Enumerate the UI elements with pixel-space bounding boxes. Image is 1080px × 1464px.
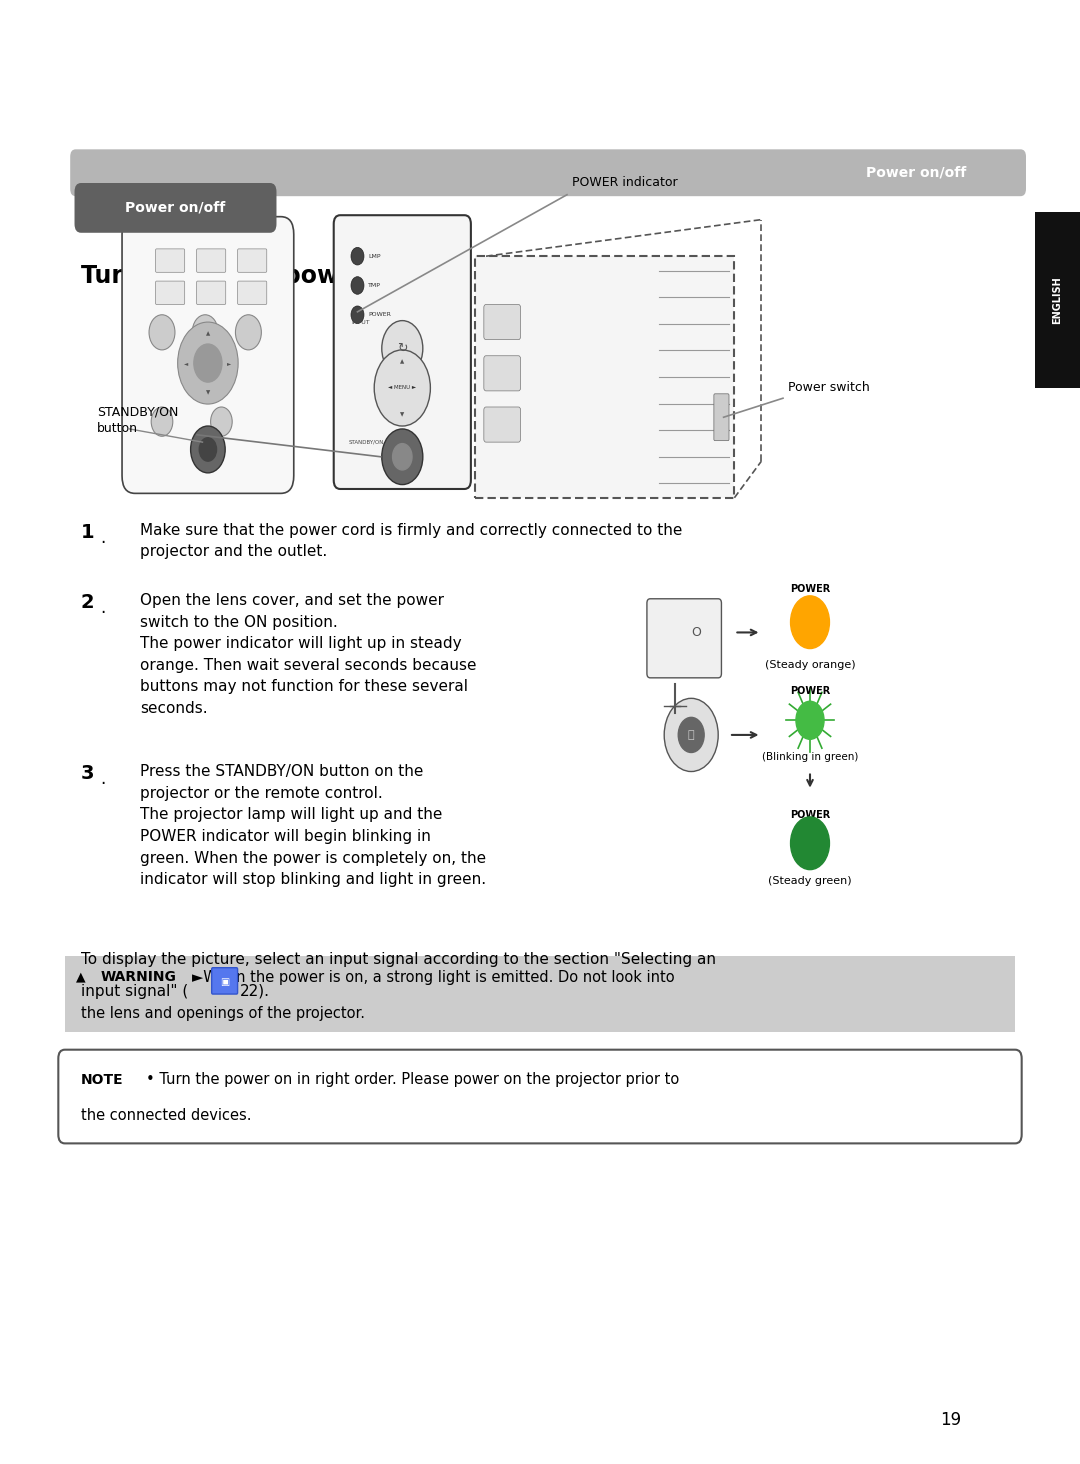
FancyBboxPatch shape <box>714 394 729 441</box>
FancyBboxPatch shape <box>484 356 521 391</box>
Text: (Steady green): (Steady green) <box>768 877 852 886</box>
Text: 2: 2 <box>81 593 95 612</box>
Circle shape <box>375 350 430 426</box>
Circle shape <box>151 407 173 436</box>
Text: Power on/off: Power on/off <box>125 201 226 215</box>
Circle shape <box>177 322 239 404</box>
FancyBboxPatch shape <box>197 249 226 272</box>
Text: Press the STANDBY/ON button on the
projector or the remote control.
The projecto: Press the STANDBY/ON button on the proje… <box>140 764 486 887</box>
Circle shape <box>796 701 824 739</box>
Text: .: . <box>100 599 106 616</box>
Text: STANDBY/ON: STANDBY/ON <box>349 439 384 445</box>
Text: ◄ MENU ►: ◄ MENU ► <box>388 385 417 391</box>
Text: Open the lens cover, and set the power
switch to the ON position.
The power indi: Open the lens cover, and set the power s… <box>140 593 477 716</box>
Circle shape <box>191 426 226 473</box>
Circle shape <box>791 596 829 649</box>
Circle shape <box>351 306 364 324</box>
Text: ⏻: ⏻ <box>688 731 694 739</box>
Text: Power on/off: Power on/off <box>866 165 967 180</box>
Text: Power switch: Power switch <box>788 382 870 394</box>
Circle shape <box>235 315 261 350</box>
Text: POWER: POWER <box>368 312 391 318</box>
FancyBboxPatch shape <box>197 281 226 305</box>
Text: TMP: TMP <box>368 283 381 288</box>
Text: ▼: ▼ <box>401 411 404 417</box>
FancyBboxPatch shape <box>70 149 1026 196</box>
Text: NOTE: NOTE <box>81 1073 123 1086</box>
Circle shape <box>678 717 704 752</box>
FancyBboxPatch shape <box>212 968 238 994</box>
FancyBboxPatch shape <box>334 215 471 489</box>
Text: ►When the power is on, a strong light is emitted. Do not look into: ►When the power is on, a strong light is… <box>192 969 675 985</box>
Circle shape <box>791 817 829 870</box>
FancyBboxPatch shape <box>58 1050 1022 1143</box>
FancyBboxPatch shape <box>122 217 294 493</box>
Text: the connected devices.: the connected devices. <box>81 1108 252 1123</box>
Circle shape <box>382 321 423 376</box>
Text: 22).: 22). <box>240 984 270 998</box>
Text: 3: 3 <box>81 764 95 783</box>
Text: LMP: LMP <box>368 253 381 259</box>
FancyBboxPatch shape <box>238 281 267 305</box>
Text: Make sure that the power cord is firmly and correctly connected to the
projector: Make sure that the power cord is firmly … <box>140 523 683 559</box>
Text: ▲: ▲ <box>206 331 210 337</box>
Circle shape <box>149 315 175 350</box>
FancyBboxPatch shape <box>238 249 267 272</box>
Text: the lens and openings of the projector.: the lens and openings of the projector. <box>81 1006 365 1020</box>
FancyBboxPatch shape <box>484 407 521 442</box>
Text: ↻: ↻ <box>397 343 407 354</box>
Text: ENGLISH: ENGLISH <box>1052 277 1063 324</box>
Text: POWER: POWER <box>789 811 831 820</box>
Text: ▼: ▼ <box>206 389 210 395</box>
FancyBboxPatch shape <box>75 183 276 233</box>
FancyBboxPatch shape <box>156 249 185 272</box>
Text: .: . <box>100 529 106 546</box>
Circle shape <box>194 344 222 382</box>
Circle shape <box>351 277 364 294</box>
Text: ▣: ▣ <box>220 978 229 987</box>
Text: ▲: ▲ <box>401 359 404 365</box>
Text: (Blinking in green): (Blinking in green) <box>761 752 859 761</box>
Text: input signal" (: input signal" ( <box>81 984 188 998</box>
Text: O: O <box>691 627 702 638</box>
FancyBboxPatch shape <box>1035 212 1080 388</box>
Text: WARNING: WARNING <box>100 971 176 984</box>
FancyBboxPatch shape <box>65 956 1015 1032</box>
Text: To display the picture, select an input signal according to the section "Selecti: To display the picture, select an input … <box>81 952 716 966</box>
FancyBboxPatch shape <box>475 256 734 498</box>
Circle shape <box>393 444 413 470</box>
Text: 1: 1 <box>81 523 95 542</box>
Text: POWER: POWER <box>789 584 831 593</box>
Text: (Steady orange): (Steady orange) <box>765 660 855 669</box>
Text: ◄: ◄ <box>185 360 188 366</box>
Circle shape <box>664 698 718 772</box>
Text: INPUT: INPUT <box>351 319 369 325</box>
FancyBboxPatch shape <box>647 599 721 678</box>
Circle shape <box>351 247 364 265</box>
FancyBboxPatch shape <box>156 281 185 305</box>
Text: 19: 19 <box>940 1411 961 1429</box>
Text: POWER: POWER <box>789 687 831 695</box>
Text: ▲: ▲ <box>77 971 85 984</box>
Text: ►: ► <box>228 360 231 366</box>
Circle shape <box>192 315 218 350</box>
Text: POWER indicator: POWER indicator <box>572 177 678 189</box>
Circle shape <box>211 407 232 436</box>
Text: • Turn the power on in right order. Please power on the projector prior to: • Turn the power on in right order. Plea… <box>146 1072 679 1088</box>
Text: .: . <box>100 770 106 788</box>
Text: Turning on the power: Turning on the power <box>81 264 366 287</box>
Circle shape <box>382 429 423 485</box>
Text: STANDBY/ON
button: STANDBY/ON button <box>97 406 178 435</box>
Circle shape <box>199 438 217 461</box>
FancyBboxPatch shape <box>484 305 521 340</box>
